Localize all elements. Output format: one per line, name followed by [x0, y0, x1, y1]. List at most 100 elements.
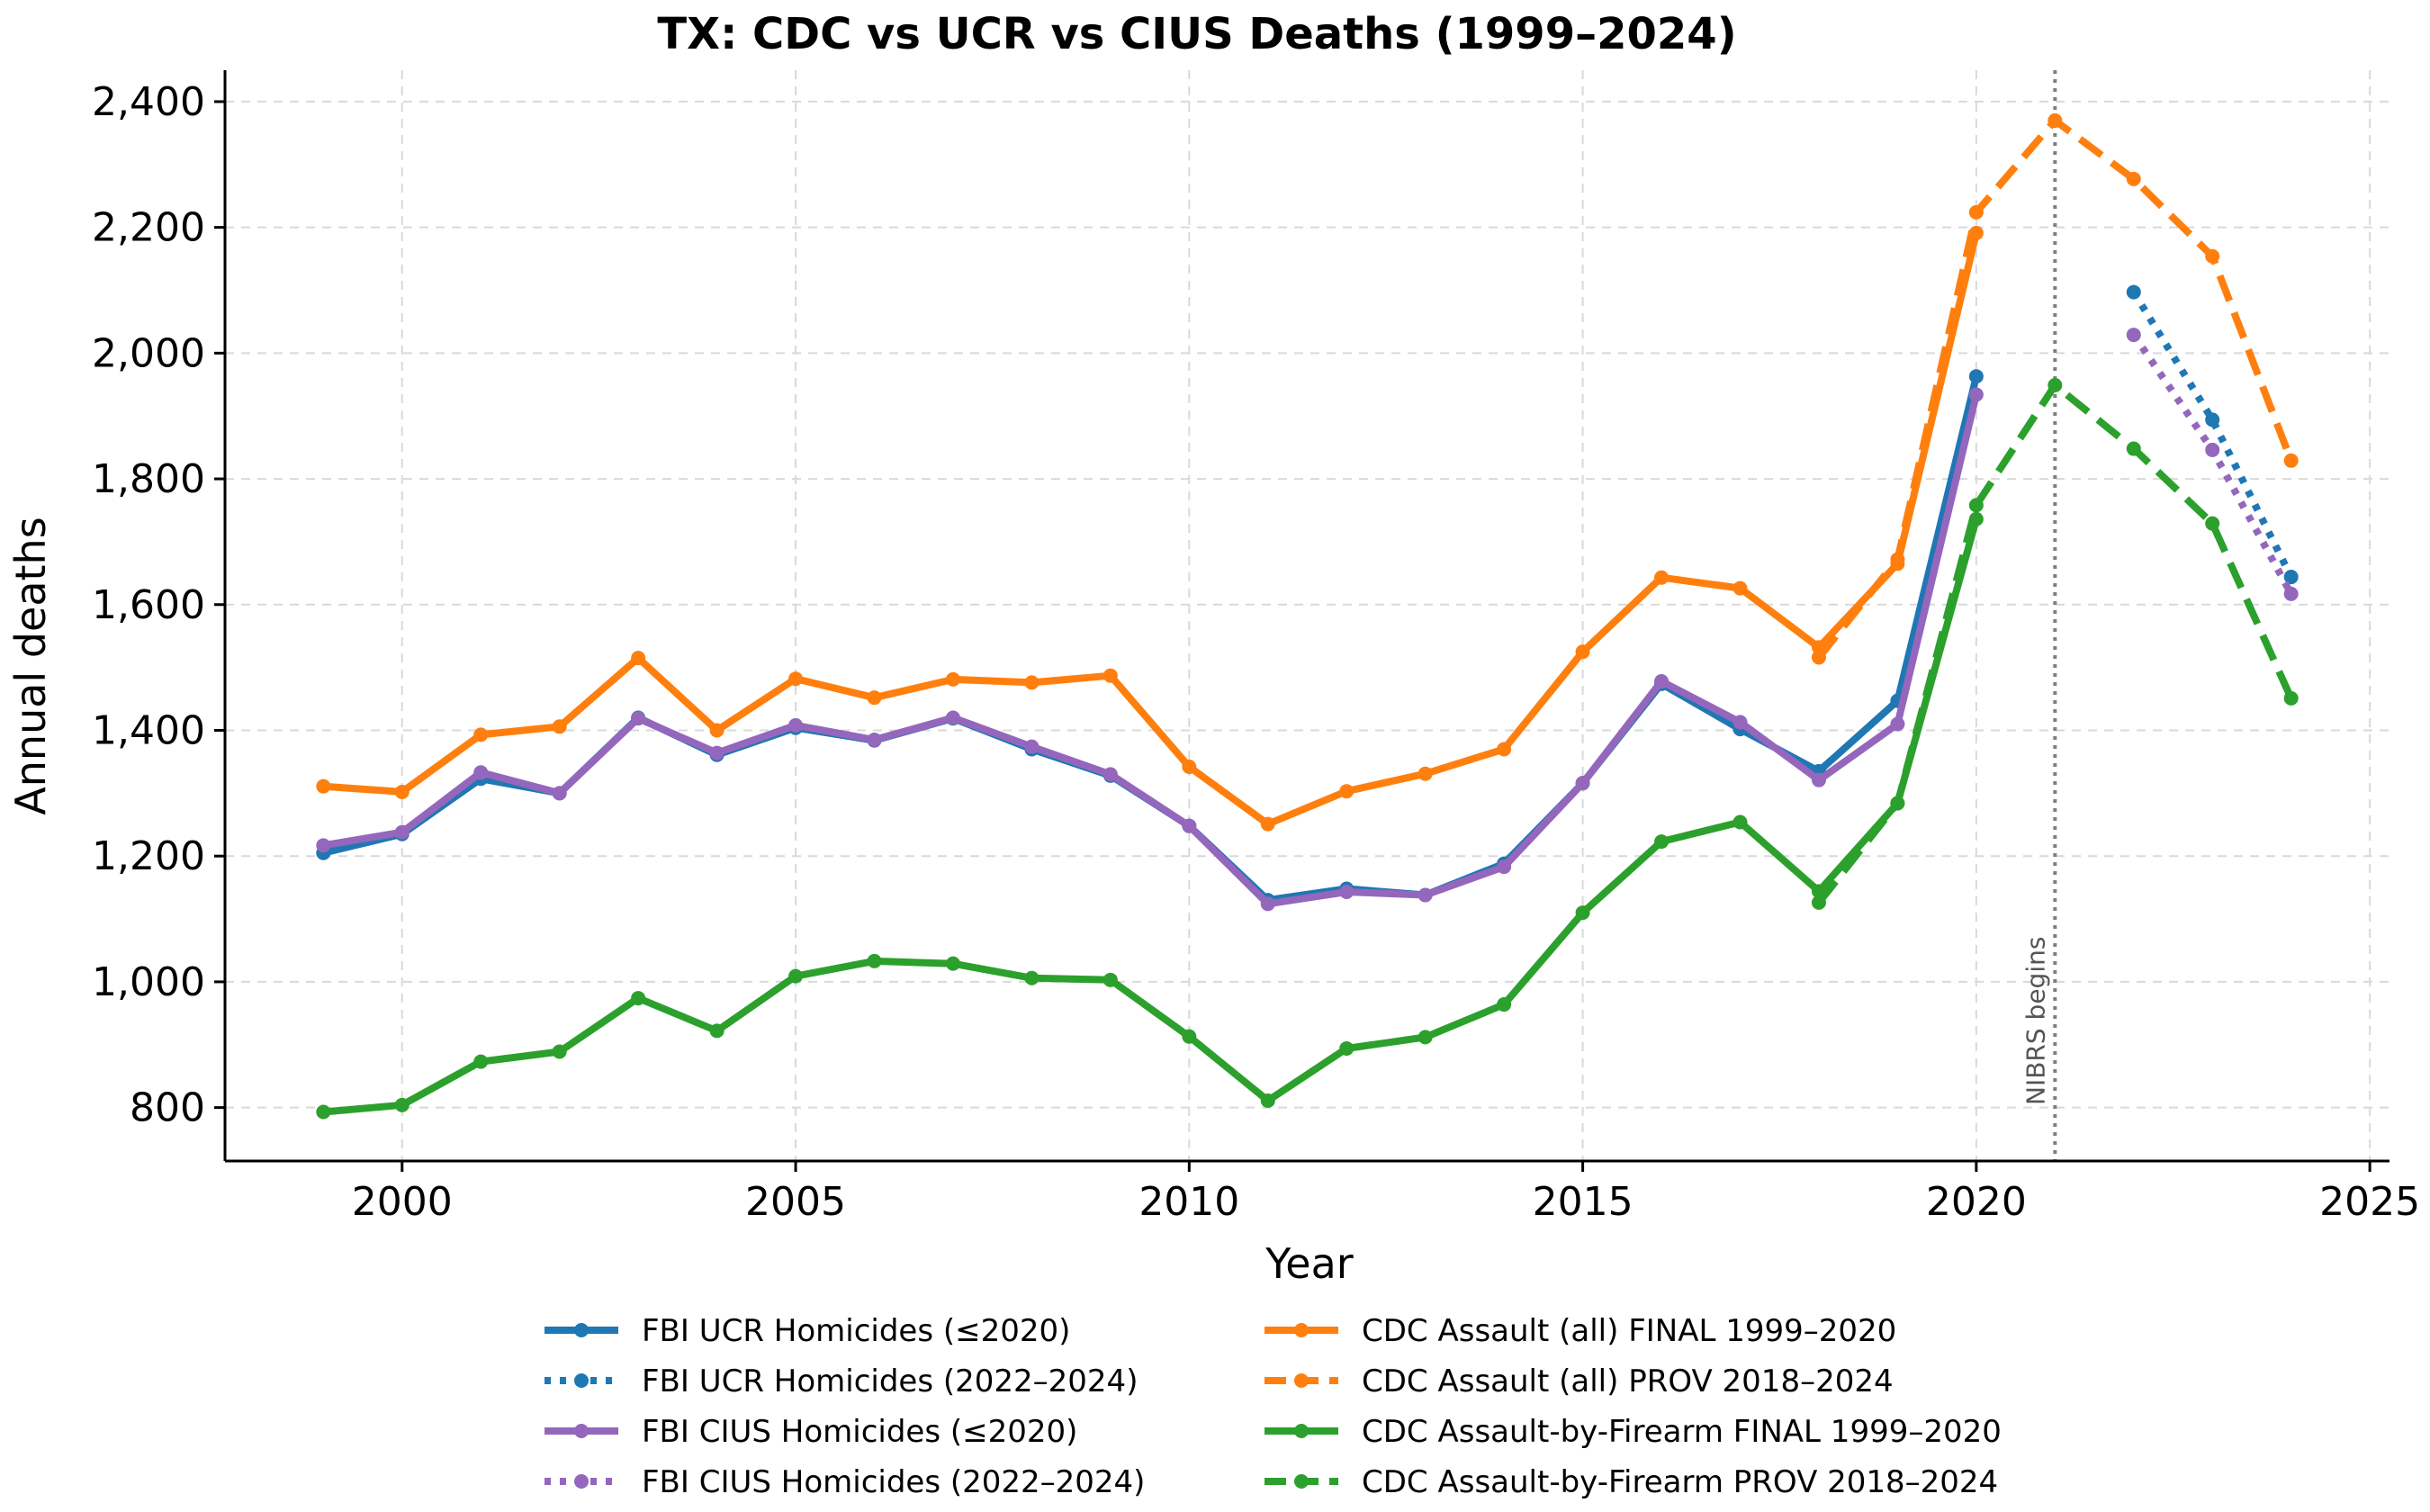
data-point — [1260, 1093, 1275, 1108]
data-point — [1102, 767, 1118, 782]
data-point — [1024, 675, 1040, 690]
data-point — [2283, 690, 2299, 706]
tick-marks: 2000 2005 2010 2015 2020 2025 800 1,000 1,200 1,4… — [92, 79, 2420, 1225]
data-point — [1102, 972, 1118, 987]
legend-marker — [574, 1323, 589, 1337]
axes — [223, 70, 2390, 1163]
data-point — [1732, 814, 1748, 830]
data-point — [1654, 673, 1670, 688]
x-tick-label: 2005 — [745, 1179, 846, 1225]
data-point — [631, 991, 646, 1006]
data-point — [316, 838, 331, 853]
y-tick-label: 1,800 — [92, 456, 205, 502]
series-3 — [2126, 328, 2299, 601]
data-point — [2126, 284, 2141, 300]
data-point — [2205, 248, 2220, 264]
data-point — [1418, 887, 1433, 903]
data-point — [1497, 997, 1512, 1012]
legend-item: FBI CIUS Homicides (2022–2024) — [544, 1464, 1145, 1500]
legend-label: CDC Assault (all) PROV 2018–2024 — [1362, 1364, 1894, 1400]
data-point — [1575, 905, 1590, 921]
data-point — [631, 651, 646, 666]
data-point — [709, 723, 724, 738]
x-tick-label: 2020 — [1926, 1179, 2027, 1225]
y-tick-label: 2,000 — [92, 330, 205, 376]
data-point — [1024, 970, 1040, 986]
legend-label: FBI CIUS Homicides (≤2020) — [642, 1414, 1077, 1450]
data-point — [552, 1044, 567, 1059]
legend: FBI UCR Homicides (≤2020) FBI UCR Homicid… — [544, 1313, 2002, 1500]
data-point — [1339, 1040, 1354, 1056]
legend-label: FBI UCR Homicides (≤2020) — [642, 1313, 1070, 1349]
data-point — [1182, 818, 1197, 833]
x-tick-label: 2000 — [352, 1179, 453, 1225]
data-point — [945, 956, 960, 971]
legend-label: CDC Assault (all) FINAL 1999–2020 — [1362, 1313, 1896, 1349]
data-point — [552, 786, 567, 801]
series-layer — [316, 112, 2299, 1120]
data-point — [788, 671, 804, 687]
data-point — [552, 719, 567, 734]
series-4 — [316, 225, 1984, 832]
data-point — [1575, 776, 1590, 791]
data-point — [867, 953, 882, 968]
data-point — [1890, 796, 1905, 811]
series-line — [322, 393, 1980, 908]
data-point — [2205, 442, 2220, 457]
data-point — [473, 1054, 489, 1069]
data-point — [1418, 766, 1433, 781]
data-point — [2126, 328, 2141, 343]
series-7 — [1811, 377, 2299, 910]
x-tick-label: 2025 — [2319, 1179, 2420, 1225]
data-point — [1182, 1029, 1197, 1044]
data-point — [1497, 860, 1512, 875]
data-point — [2205, 412, 2220, 428]
series-2 — [316, 387, 1984, 912]
data-point — [1260, 816, 1275, 832]
legend-item: CDC Assault (all) FINAL 1999–2020 — [1264, 1313, 1896, 1349]
legend-marker — [1294, 1323, 1309, 1337]
data-point — [2205, 516, 2220, 531]
data-point — [1890, 716, 1905, 732]
y-tick-label: 1,000 — [92, 959, 205, 1005]
series-line — [2130, 290, 2295, 579]
legend-marker — [1294, 1373, 1309, 1388]
legend-item: CDC Assault-by-Firearm PROV 2018–2024 — [1264, 1464, 1998, 1500]
data-point — [394, 784, 410, 799]
series-5 — [1811, 112, 2299, 665]
data-point — [1418, 1030, 1433, 1045]
data-point — [2126, 171, 2141, 186]
data-point — [316, 1104, 331, 1120]
data-point — [709, 745, 724, 760]
legend-item: CDC Assault-by-Firearm FINAL 1999–2020 — [1264, 1414, 2002, 1450]
data-point — [1811, 772, 1826, 788]
data-point — [394, 1097, 410, 1112]
series-1 — [2126, 284, 2299, 585]
legend-item: FBI CIUS Homicides (≤2020) — [544, 1414, 1077, 1450]
legend-marker — [1294, 1424, 1309, 1438]
data-point — [2283, 570, 2299, 585]
legend-marker — [574, 1373, 589, 1388]
data-point — [1811, 650, 1826, 665]
data-point — [709, 1023, 724, 1039]
x-tick-label: 2015 — [1533, 1179, 1634, 1225]
data-point — [788, 717, 804, 733]
legend-label: CDC Assault-by-Firearm PROV 2018–2024 — [1362, 1464, 1998, 1500]
data-point — [867, 690, 882, 706]
data-point — [631, 711, 646, 726]
data-point — [2048, 377, 2063, 392]
data-point — [1575, 644, 1590, 660]
y-tick-label: 1,200 — [92, 833, 205, 879]
data-point — [1182, 760, 1197, 775]
data-point — [2283, 586, 2299, 601]
grid-lines — [225, 70, 2390, 1161]
series-line — [2130, 332, 2295, 596]
data-point — [1968, 369, 1984, 384]
x-axis-label: Year — [1264, 1239, 1353, 1288]
legend-label: CDC Assault-by-Firearm FINAL 1999–2020 — [1362, 1414, 2002, 1450]
data-point — [2283, 453, 2299, 468]
y-tick-label: 800 — [130, 1085, 205, 1131]
legend-marker — [574, 1424, 589, 1438]
data-point — [1890, 552, 1905, 567]
